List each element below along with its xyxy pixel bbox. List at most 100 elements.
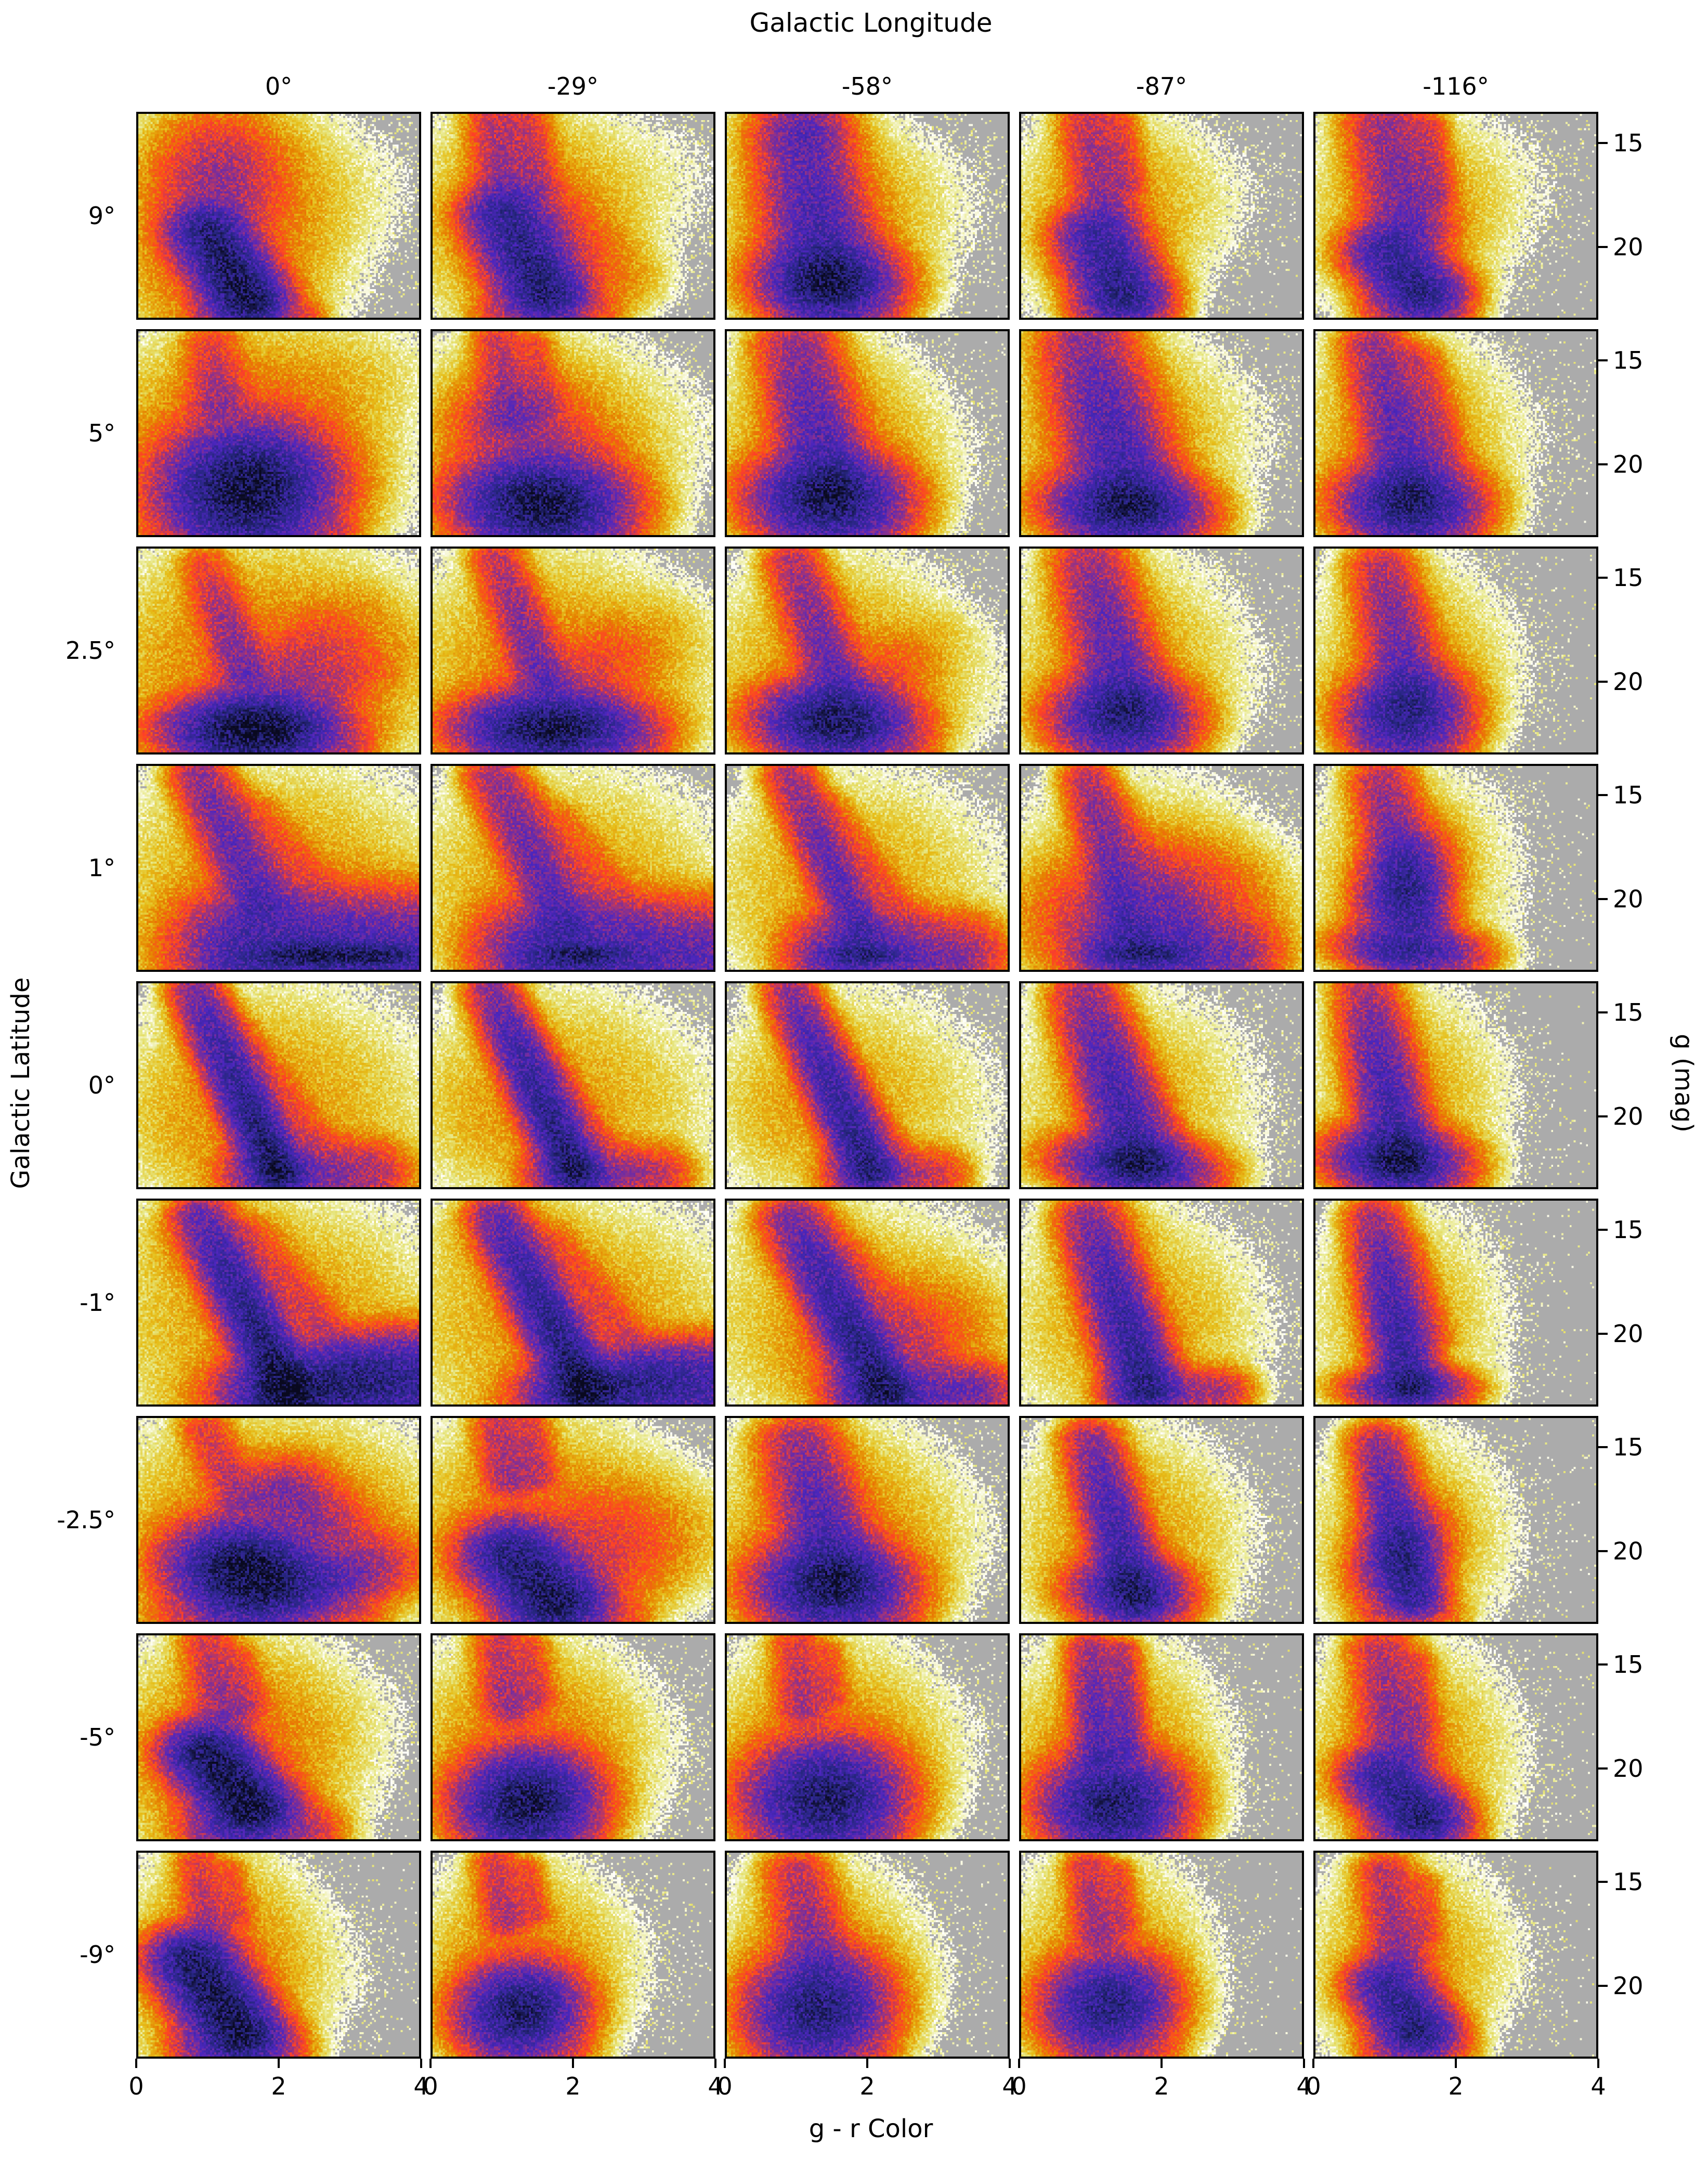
y-tick-mark	[1598, 246, 1608, 248]
y-tick-mark	[1598, 1663, 1608, 1666]
figure-title: Galactic Longitude	[749, 8, 993, 38]
cmd-panel	[1019, 1199, 1304, 1407]
y-tick-label: 20	[1613, 233, 1644, 261]
hess-density-canvas	[727, 1853, 1008, 2057]
hess-density-canvas	[433, 114, 713, 318]
x-tick-label: 4	[1002, 2072, 1018, 2100]
cmd-panel	[136, 981, 421, 1189]
hess-density-canvas	[1021, 114, 1302, 318]
cmd-panel	[1313, 112, 1598, 320]
hess-density-canvas	[727, 114, 1008, 318]
cmd-panel	[1313, 1633, 1598, 1841]
column-header-longitude: -87°	[1136, 72, 1188, 100]
hess-density-canvas	[138, 766, 419, 970]
cmd-panel	[136, 764, 421, 972]
cmd-panel	[431, 1416, 715, 1624]
x-tick-mark	[135, 2059, 137, 2068]
row-header-latitude: -9°	[80, 1941, 115, 1969]
x-tick-label: 4	[708, 2072, 723, 2100]
cmd-panel	[1019, 764, 1304, 972]
x-tick-label: 2	[1154, 2072, 1169, 2100]
y-tick-label: 20	[1613, 1972, 1644, 2000]
cmd-panel	[136, 1633, 421, 1841]
cmd-panel	[725, 547, 1010, 755]
cmd-panel	[431, 1633, 715, 1841]
row-header-latitude: 1°	[88, 854, 115, 882]
cmd-panel	[1019, 1851, 1304, 2059]
hess-density-canvas	[727, 549, 1008, 752]
cmd-panel	[1313, 329, 1598, 537]
x-tick-mark	[714, 2059, 716, 2068]
y-tick-label: 15	[1613, 1650, 1644, 1679]
row-header-latitude: 2.5°	[65, 636, 115, 665]
y-tick-label: 15	[1613, 564, 1644, 592]
cmd-panel	[1313, 764, 1598, 972]
x-tick-label: 2	[859, 2072, 875, 2100]
row-header-latitude: -5°	[80, 1723, 115, 1751]
y-tick-mark	[1598, 359, 1608, 361]
hess-density-canvas	[1315, 331, 1596, 535]
x-tick-mark	[420, 2059, 422, 2068]
y-tick-mark	[1598, 577, 1608, 579]
hess-density-canvas	[138, 1418, 419, 1622]
x-tick-label: 4	[413, 2072, 429, 2100]
cmd-panel	[431, 112, 715, 320]
hess-density-canvas	[1021, 766, 1302, 970]
cmd-panel	[725, 112, 1010, 320]
hess-density-canvas	[433, 983, 713, 1187]
cmd-panel	[136, 1199, 421, 1407]
hess-density-canvas	[1315, 766, 1596, 970]
y-tick-mark	[1598, 1767, 1608, 1770]
y-axis-label-right: g (mag)	[1669, 1034, 1698, 1133]
y-tick-label: 15	[1613, 346, 1644, 374]
row-header-latitude: -2.5°	[57, 1506, 115, 1534]
x-axis-label: g - r Color	[809, 2114, 933, 2143]
cmd-panel	[1313, 981, 1598, 1189]
hess-density-canvas	[433, 1853, 713, 2057]
y-tick-label: 20	[1613, 1537, 1644, 1565]
x-tick-mark	[1009, 2059, 1011, 2068]
hess-density-canvas	[727, 331, 1008, 535]
y-tick-mark	[1598, 1985, 1608, 1987]
x-tick-mark	[724, 2059, 726, 2068]
hess-density-canvas	[433, 1635, 713, 1839]
cmd-panel	[431, 547, 715, 755]
y-tick-label: 15	[1613, 1433, 1644, 1461]
cmd-panel	[431, 1851, 715, 2059]
hess-density-canvas	[138, 1853, 419, 2057]
x-tick-mark	[1303, 2059, 1305, 2068]
cmd-panel	[1313, 1199, 1598, 1407]
cmd-panel	[136, 1851, 421, 2059]
cmd-panel	[1313, 547, 1598, 755]
cmd-panel	[1019, 112, 1304, 320]
x-tick-label: 0	[1011, 2072, 1027, 2100]
column-header-longitude: 0°	[265, 72, 293, 100]
hess-density-canvas	[433, 766, 713, 970]
y-tick-mark	[1598, 898, 1608, 900]
hess-density-canvas	[1021, 1635, 1302, 1839]
x-tick-label: 4	[1590, 2072, 1606, 2100]
cmd-panel	[136, 547, 421, 755]
cmd-panel	[1313, 1851, 1598, 2059]
y-tick-label: 20	[1613, 1102, 1644, 1130]
y-tick-label: 15	[1613, 781, 1644, 809]
x-tick-mark	[429, 2059, 432, 2068]
hess-density-canvas	[727, 1201, 1008, 1404]
x-tick-label: 4	[1296, 2072, 1312, 2100]
y-tick-label: 20	[1613, 450, 1644, 478]
hess-density-canvas	[1021, 1418, 1302, 1622]
row-header-latitude: -1°	[80, 1289, 115, 1317]
row-header-latitude: 9°	[88, 202, 115, 230]
hess-density-canvas	[1315, 1635, 1596, 1839]
x-tick-mark	[1312, 2059, 1314, 2068]
cmd-panel	[136, 1416, 421, 1624]
hess-density-canvas	[1021, 1853, 1302, 2057]
cmd-panel	[725, 764, 1010, 972]
x-tick-label: 0	[128, 2072, 144, 2100]
hess-density-canvas	[1021, 549, 1302, 752]
hess-density-canvas	[138, 983, 419, 1187]
x-tick-mark	[1018, 2059, 1020, 2068]
x-tick-mark	[1455, 2059, 1457, 2068]
y-tick-label: 20	[1613, 1320, 1644, 1348]
hess-density-canvas	[1315, 983, 1596, 1187]
